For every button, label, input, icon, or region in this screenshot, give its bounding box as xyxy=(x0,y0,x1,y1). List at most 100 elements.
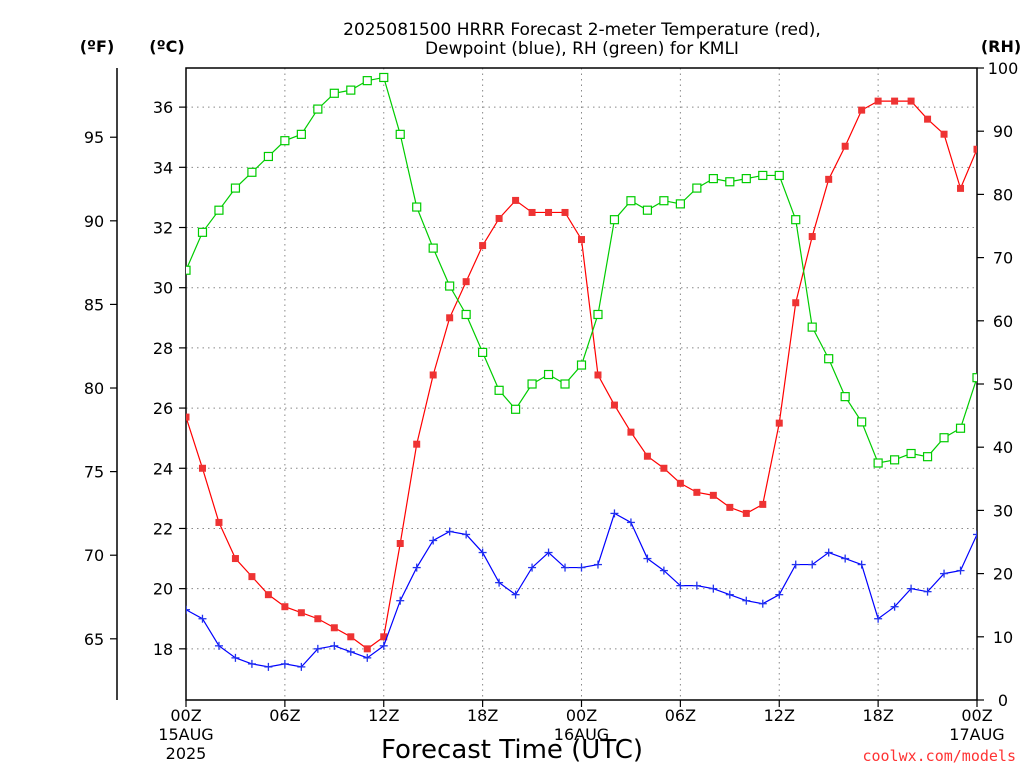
temperature-point xyxy=(314,615,322,623)
rh-point xyxy=(230,183,241,193)
temperature-point xyxy=(940,130,948,138)
fahrenheit-tick-label: 80 xyxy=(84,379,104,398)
time-tick-date: 17AUG xyxy=(949,725,1004,744)
temperature-point xyxy=(973,145,977,153)
rh-point xyxy=(379,72,389,83)
rh-point xyxy=(576,360,587,370)
time-tick-label: 00Z xyxy=(961,706,992,725)
temperature-point xyxy=(186,413,190,421)
temperature-point xyxy=(297,609,305,617)
dewpoint-point xyxy=(907,584,916,593)
temperature-point xyxy=(693,488,701,496)
dewpoint-point xyxy=(462,530,471,539)
celsius-tick-label: 34 xyxy=(153,158,173,177)
rh-point xyxy=(873,458,883,468)
celsius-tick-label: 20 xyxy=(153,580,173,599)
temperature-point xyxy=(363,645,371,653)
dewpoint-point xyxy=(528,563,537,572)
rh-tick-label: 30 xyxy=(993,501,1013,520)
dewpoint-point xyxy=(643,554,652,563)
temperature-point xyxy=(627,428,635,436)
temperature-point xyxy=(594,371,602,379)
dewpoint-point xyxy=(429,536,438,545)
celsius-tick-label: 26 xyxy=(153,399,173,418)
rh-point xyxy=(642,205,653,215)
rh-point xyxy=(247,167,257,177)
dewpoint-point xyxy=(478,548,487,557)
dewpoint-point xyxy=(495,578,504,587)
rh-point xyxy=(741,174,751,184)
unit-rh-label: (RH) xyxy=(981,37,1021,56)
rh-point xyxy=(263,151,273,162)
rh-point xyxy=(857,417,867,427)
rh-point xyxy=(543,369,554,380)
rh-point xyxy=(412,202,422,212)
time-tick-label: 00Z xyxy=(170,706,201,725)
celsius-tick-label: 22 xyxy=(153,519,173,538)
dewpoint-point xyxy=(330,641,339,650)
dewpoint-point xyxy=(692,581,701,590)
rh-tick-label: 20 xyxy=(993,565,1013,584)
rh-point xyxy=(675,199,685,209)
temperature-point xyxy=(413,440,421,448)
rh-point xyxy=(494,385,504,395)
dewpoint-point xyxy=(841,554,850,563)
rh-point xyxy=(791,215,801,225)
temperature-point xyxy=(792,299,800,307)
temperature-point xyxy=(429,371,437,379)
temperature-point xyxy=(907,97,915,105)
dewpoint-point xyxy=(412,563,421,572)
temperature-point xyxy=(825,175,833,183)
dewpoint-point xyxy=(923,587,932,596)
temperature-point xyxy=(330,624,338,632)
dewpoint-point xyxy=(610,509,619,518)
time-tick-label: 00Z xyxy=(566,706,597,725)
dewpoint-point xyxy=(198,614,207,623)
temperature-point xyxy=(495,214,503,222)
dewpoint-point xyxy=(808,560,817,569)
rh-point xyxy=(840,392,850,402)
dewpoint-point xyxy=(676,581,685,590)
time-tick-label: 18Z xyxy=(467,706,498,725)
temperature-point xyxy=(512,196,520,204)
rh-point xyxy=(197,227,208,237)
dewpoint-point xyxy=(214,641,223,650)
time-tick-date: 15AUG xyxy=(158,725,213,744)
temperature-point xyxy=(957,184,965,192)
dewpoint-point xyxy=(659,566,668,575)
time-tick-label: 06Z xyxy=(665,706,696,725)
dewpoint-point xyxy=(824,548,833,557)
rh-point xyxy=(906,448,916,459)
temperature-point xyxy=(528,208,536,216)
temperature-point xyxy=(347,633,355,641)
time-tick-date: 16AUG xyxy=(554,725,609,744)
temperature-point xyxy=(808,233,816,241)
celsius-tick-label: 30 xyxy=(153,279,173,298)
time-tick-year: 2025 xyxy=(166,744,207,763)
dewpoint-point xyxy=(297,662,306,671)
time-tick-label: 06Z xyxy=(269,706,300,725)
temperature-point xyxy=(231,555,239,563)
temperature-point xyxy=(479,242,487,250)
temperature-point xyxy=(380,633,388,641)
dewpoint-point xyxy=(758,599,767,608)
temperature-point xyxy=(891,97,899,105)
rh-tick-label: 50 xyxy=(993,375,1013,394)
rh-point xyxy=(659,196,669,206)
rh-tick-label: 10 xyxy=(993,628,1013,647)
credit-text: coolwx.com/models xyxy=(862,747,1016,765)
rh-tick-label: 90 xyxy=(993,122,1013,141)
rh-point xyxy=(807,322,817,332)
dewpoint-point xyxy=(396,596,405,605)
temperature-point xyxy=(198,464,206,472)
rh-point xyxy=(280,136,290,146)
dewpoint-point xyxy=(511,590,520,599)
temperature-point xyxy=(676,479,684,487)
temperature-point xyxy=(281,603,289,611)
rh-point xyxy=(824,354,834,364)
rh-point xyxy=(922,452,933,462)
rh-tick-label: 80 xyxy=(993,185,1013,204)
unit-celsius-label: (ºC) xyxy=(149,37,184,56)
rh-tick-label: 0 xyxy=(998,691,1008,710)
rh-point xyxy=(329,88,339,98)
